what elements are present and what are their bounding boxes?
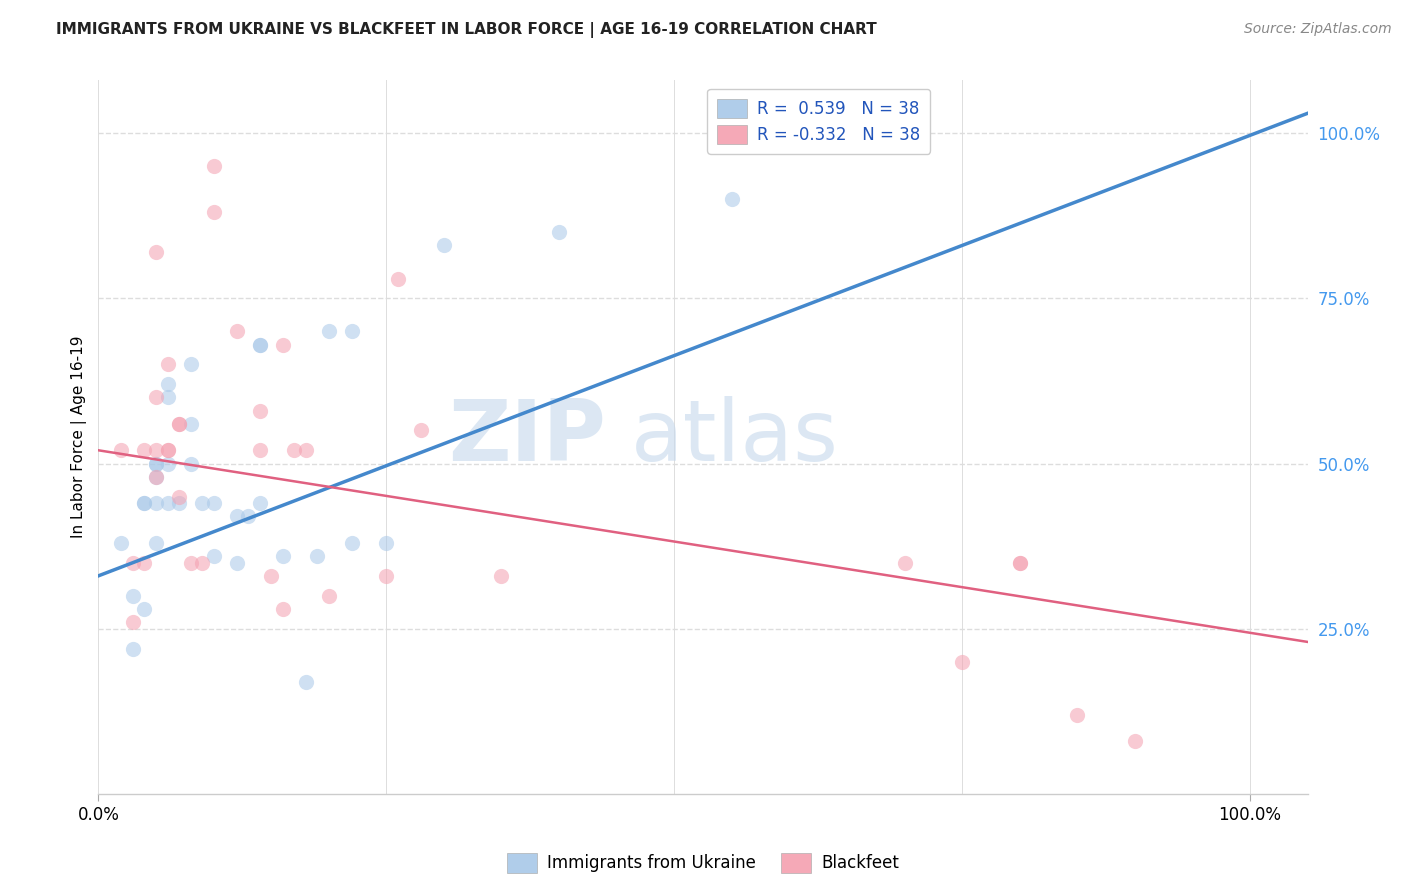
Point [375,569,398,583]
Point [191,496,214,510]
Point [225,509,247,524]
Point [1008,556,1031,570]
Point [249,496,271,510]
Point [110,443,132,458]
Point [122,589,145,603]
Point [145,496,167,510]
Point [271,337,294,351]
Point [720,192,742,206]
Point [249,403,271,417]
Point [145,536,167,550]
Point [260,569,283,583]
Point [134,443,156,458]
Point [307,549,329,563]
Point [294,674,316,689]
Point [249,337,271,351]
Point [191,556,214,570]
Point [249,337,271,351]
Point [318,589,340,603]
Point [167,417,190,431]
Point [167,417,190,431]
Point [893,556,915,570]
Point [225,556,247,570]
Point [167,490,190,504]
Point [491,569,513,583]
Point [122,615,145,629]
Text: Source: ZipAtlas.com: Source: ZipAtlas.com [1244,22,1392,37]
Point [145,391,167,405]
Point [318,324,340,338]
Point [145,469,167,483]
Point [167,496,190,510]
Point [375,536,398,550]
Point [122,556,145,570]
Legend: R =  0.539   N = 38, R = -0.332   N = 38: R = 0.539 N = 38, R = -0.332 N = 38 [707,88,931,153]
Point [202,159,225,173]
Point [156,377,179,392]
Point [180,417,202,431]
Point [202,496,225,510]
Point [110,536,132,550]
Point [156,443,179,458]
Point [145,245,167,260]
Point [145,457,167,471]
Point [548,225,571,239]
Point [180,457,202,471]
Point [236,509,259,524]
Point [145,457,167,471]
Point [249,443,271,458]
Point [340,324,363,338]
Point [156,443,179,458]
Legend: Immigrants from Ukraine, Blackfeet: Immigrants from Ukraine, Blackfeet [501,847,905,880]
Point [156,358,179,372]
Point [180,556,202,570]
Point [1066,707,1088,722]
Point [1123,734,1146,748]
Point [409,424,432,438]
Point [145,443,167,458]
Point [134,602,156,616]
Point [145,469,167,483]
Point [1008,556,1031,570]
Point [387,271,409,285]
Text: atlas: atlas [630,395,838,479]
Y-axis label: In Labor Force | Age 16-19: In Labor Force | Age 16-19 [72,335,87,539]
Point [156,496,179,510]
Point [122,641,145,656]
Point [225,324,247,338]
Point [271,549,294,563]
Point [156,457,179,471]
Point [202,549,225,563]
Text: IMMIGRANTS FROM UKRAINE VS BLACKFEET IN LABOR FORCE | AGE 16-19 CORRELATION CHAR: IMMIGRANTS FROM UKRAINE VS BLACKFEET IN … [56,22,877,38]
Point [202,205,225,219]
Point [294,443,316,458]
Point [283,443,305,458]
Point [340,536,363,550]
Point [134,556,156,570]
Point [180,358,202,372]
Point [433,238,456,252]
Point [950,655,973,669]
Point [134,496,156,510]
Text: ZIP: ZIP [449,395,606,479]
Point [134,496,156,510]
Point [156,391,179,405]
Point [271,602,294,616]
